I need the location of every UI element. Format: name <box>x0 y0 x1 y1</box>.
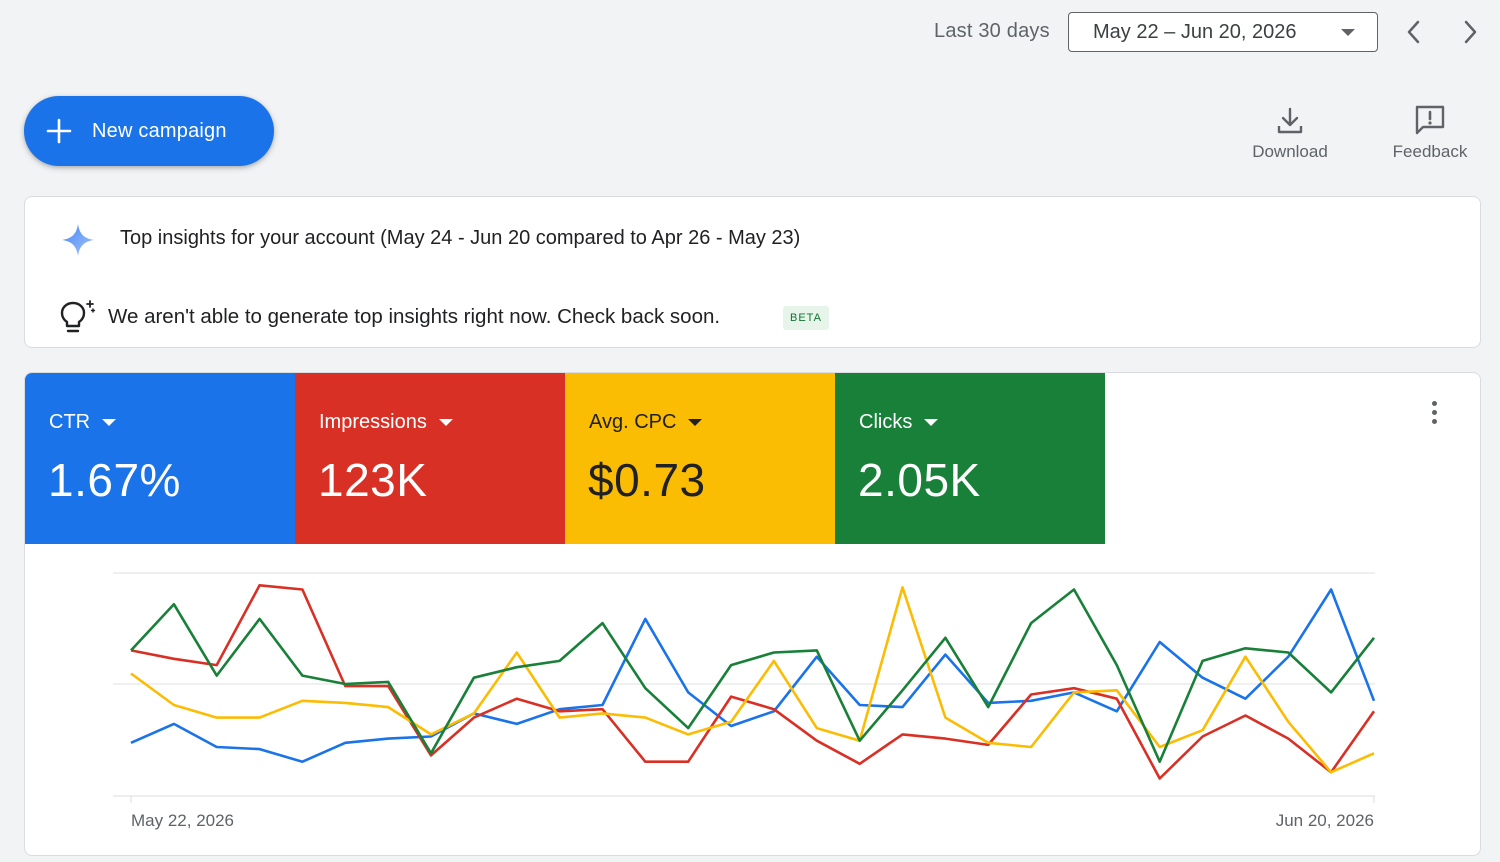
metric-selector[interactable]: Impressions <box>319 411 453 434</box>
feedback-button[interactable]: Feedback <box>1380 100 1480 170</box>
metric-value: 123K <box>318 454 428 506</box>
metric-tile-avg-cpc[interactable]: Avg. CPC $0.73 <box>565 373 835 544</box>
download-label: Download <box>1252 142 1328 161</box>
performance-card: CTR 1.67% Impressions 123K Avg. CPC $0.7… <box>24 372 1481 856</box>
insights-message: We aren't able to generate top insights … <box>108 305 721 328</box>
previous-period-button[interactable] <box>1396 14 1432 50</box>
metric-name: CTR <box>49 411 91 433</box>
x-tick-label-start: May 22, 2026 <box>131 811 234 830</box>
download-icon <box>1277 107 1303 134</box>
new-campaign-label: New campaign <box>92 119 227 142</box>
caret-down-icon <box>102 419 117 426</box>
metric-selector[interactable]: CTR <box>49 411 117 434</box>
metric-name: Clicks <box>859 411 913 433</box>
metric-value: $0.73 <box>588 454 706 506</box>
metric-tile-ctr[interactable]: CTR 1.67% <box>25 373 295 544</box>
sparkle-icon <box>62 224 94 256</box>
chevron-right-icon <box>1464 20 1477 44</box>
metric-value: 1.67% <box>48 454 181 506</box>
caret-down-icon <box>1341 29 1355 36</box>
date-range-select[interactable]: May 22 – Jun 20, 2026 <box>1068 12 1378 52</box>
next-period-button[interactable] <box>1452 14 1488 50</box>
x-tick-label-end: Jun 20, 2026 <box>1276 811 1374 830</box>
plus-icon <box>46 118 72 144</box>
caret-down-icon <box>688 419 703 426</box>
insights-card: Top insights for your account (May 24 - … <box>24 196 1481 348</box>
feedback-label: Feedback <box>1392 142 1468 161</box>
performance-chart: May 22, 2026 Jun 20, 2026 <box>113 572 1376 830</box>
beta-badge: BETA <box>783 306 829 330</box>
new-campaign-button[interactable]: New campaign <box>24 96 274 166</box>
series-line-ctr <box>130 588 1376 763</box>
caret-down-icon <box>924 419 939 426</box>
date-range-value: May 22 – Jun 20, 2026 <box>1093 20 1297 43</box>
chevron-left-icon <box>1407 20 1420 44</box>
series-line-impressions <box>130 583 1376 780</box>
series-line-clicks <box>130 588 1376 763</box>
metric-tiles: CTR 1.67% Impressions 123K Avg. CPC $0.7… <box>25 373 1105 544</box>
metric-tile-clicks[interactable]: Clicks 2.05K <box>835 373 1105 544</box>
insights-title: Top insights for your account (May 24 - … <box>120 227 801 249</box>
metric-name: Impressions <box>319 411 427 433</box>
download-button[interactable]: Download <box>1240 100 1340 170</box>
metric-tile-impressions[interactable]: Impressions 123K <box>295 373 565 544</box>
metric-name: Avg. CPC <box>589 411 677 433</box>
metric-selector[interactable]: Avg. CPC <box>589 411 703 434</box>
lightbulb-icon <box>60 300 96 333</box>
caret-down-icon <box>438 419 453 426</box>
feedback-icon <box>1415 105 1445 135</box>
metric-value: 2.05K <box>858 454 981 506</box>
more-options-button[interactable] <box>1422 397 1446 427</box>
metric-selector[interactable]: Clicks <box>859 411 939 434</box>
date-range-label: Last 30 days <box>934 20 1050 42</box>
more-vert-icon <box>1431 400 1437 406</box>
